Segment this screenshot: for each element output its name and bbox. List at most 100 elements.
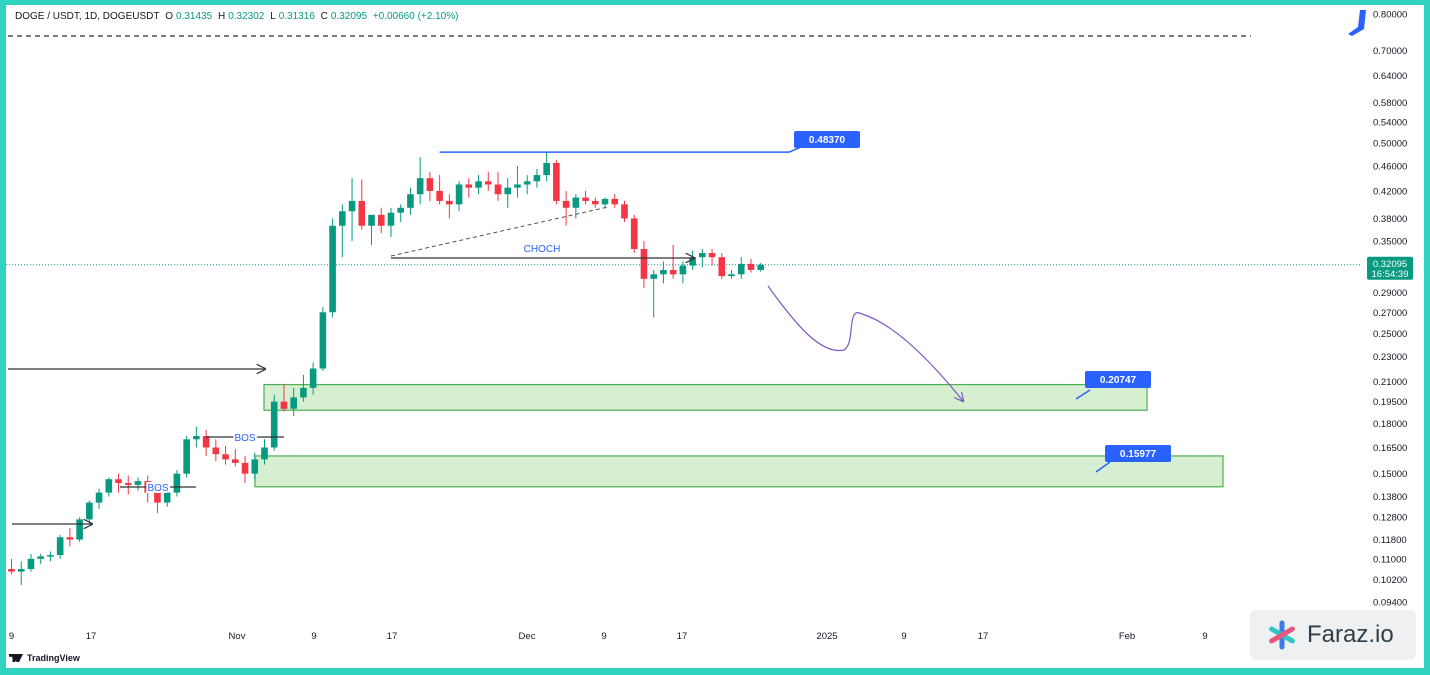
candle-body: [660, 269, 667, 275]
candle-body: [319, 312, 327, 369]
last-price-badge: [1367, 256, 1413, 280]
low-value: 0.31316: [278, 11, 315, 22]
price-tick-label: 0.13800: [1373, 492, 1407, 503]
candle-body: [514, 184, 521, 188]
price-tick-label: 0.25000: [1373, 329, 1407, 340]
zone1-callout-line: [1075, 389, 1091, 400]
time-tick-label: Nov: [229, 631, 246, 642]
candle-body: [504, 187, 512, 195]
candle-body: [669, 269, 677, 275]
faraz-watermark: Faraz.io: [1250, 610, 1416, 660]
price-tick-label: 0.27000: [1373, 308, 1407, 319]
time-tick-label: 17: [387, 631, 398, 642]
candle-body: [241, 462, 249, 474]
candle-body: [193, 436, 200, 440]
symbol-info-line[interactable]: DOGE / USDT, 1D, DOGEUSDT O 0.31435 H 0.32…: [15, 11, 461, 22]
high-value: 0.32302: [228, 11, 265, 22]
candle-body: [407, 194, 414, 208]
candle-body: [329, 225, 336, 313]
price-tick-label: 0.16500: [1373, 443, 1407, 454]
candle-body: [183, 439, 190, 474]
bos-label-1: BOS: [147, 483, 168, 494]
candle-body: [718, 257, 726, 277]
projection-path: [767, 285, 963, 401]
choch-label: CHOCH: [524, 244, 561, 255]
price-tick-label: 0.15000: [1373, 469, 1407, 480]
zone2-price-tag: [1105, 445, 1171, 462]
candle-body: [300, 387, 307, 398]
candle-body: [368, 214, 375, 226]
price-tick-label: 0.29000: [1373, 288, 1407, 299]
candle-body: [455, 184, 463, 205]
time-tick-label: 2025: [816, 631, 837, 642]
demand-zone-lower: [254, 455, 1224, 488]
candle-body: [202, 436, 210, 448]
time-tick-label: Feb: [1119, 631, 1135, 642]
candle-body: [56, 537, 64, 556]
candles: [8, 152, 765, 586]
time-axis: 9 17 Nov 9 17 Dec 9 17 2025 9 17 Feb 9: [9, 631, 1208, 642]
candle-body: [523, 181, 531, 185]
high-label: H: [217, 11, 226, 22]
candle-body: [543, 162, 550, 176]
candle-body: [124, 482, 132, 485]
price-tick-label: 0.11000: [1373, 554, 1407, 565]
price-tick-label: 0.58000: [1373, 98, 1407, 109]
candle-body: [640, 248, 648, 279]
candle-body: [747, 263, 755, 270]
candle-body: [251, 459, 259, 474]
candle-body: [358, 200, 366, 226]
candle-body: [699, 253, 706, 258]
candle-body: [163, 492, 171, 503]
change-value: +0.00660 (+2.10%): [372, 11, 459, 22]
candle-body: [280, 401, 288, 409]
candle-body: [426, 178, 434, 191]
candle-body: [708, 253, 716, 258]
time-tick-label: 17: [978, 631, 989, 642]
candle-body: [134, 481, 142, 485]
price-tick-label: 0.35000: [1373, 237, 1407, 248]
candle-body: [173, 473, 181, 493]
time-tick-label: 9: [1202, 631, 1207, 642]
candle-body: [737, 263, 745, 275]
low-label: L: [270, 11, 276, 22]
candle-body: [611, 198, 619, 205]
chart-frame: DOGE / USDT, 1D, DOGEUSDT O 0.31435 H 0.32…: [6, 5, 1424, 668]
price-tick-label: 0.46000: [1373, 161, 1407, 172]
candle-body: [387, 212, 395, 226]
candle-body: [533, 175, 541, 182]
price-tick-label: 0.54000: [1373, 117, 1407, 128]
candle-body: [446, 200, 453, 205]
price-tick-label: 0.10200: [1373, 575, 1407, 586]
candle-body: [397, 207, 404, 213]
price-axis: 0.80000 0.70000 0.64000 0.58000 0.54000 0.500…: [1373, 10, 1407, 609]
last-price-value: 0.32095: [1373, 259, 1407, 270]
faraz-logo-icon: [1269, 620, 1295, 650]
price-chart[interactable]: 0.80000 0.70000 0.64000 0.58000 0.54000 0.500…: [6, 5, 1424, 668]
zone2-price-label: 0.15977: [1120, 449, 1157, 460]
price-tick-label: 0.21000: [1373, 377, 1407, 388]
candle-body: [339, 211, 346, 226]
candle-body: [465, 184, 473, 188]
time-tick-label: 9: [9, 631, 14, 642]
symbol-title[interactable]: DOGE / USDT, 1D, DOGEUSDT: [15, 11, 160, 22]
candle-body: [27, 558, 35, 570]
candle-body: [436, 190, 443, 201]
price-tick-label: 0.18000: [1373, 419, 1407, 430]
open-label: O: [165, 11, 174, 22]
candle-body: [231, 459, 239, 463]
time-tick-label: Dec: [519, 631, 536, 642]
price-tick-label: 0.19500: [1373, 397, 1407, 408]
candle-body: [416, 178, 424, 195]
time-tick-label: 17: [86, 631, 97, 642]
candle-body: [222, 454, 229, 460]
candle-countdown: 16:54:39: [1372, 269, 1409, 280]
candle-body: [47, 555, 54, 557]
price-tick-label: 0.12800: [1373, 513, 1407, 524]
close-value: 0.32095: [330, 11, 368, 22]
candle-body: [76, 519, 83, 540]
candle-body: [154, 492, 161, 503]
time-tick-label: 9: [311, 631, 316, 642]
candle-body: [757, 264, 765, 270]
price-tick-label: 0.42000: [1373, 186, 1407, 197]
